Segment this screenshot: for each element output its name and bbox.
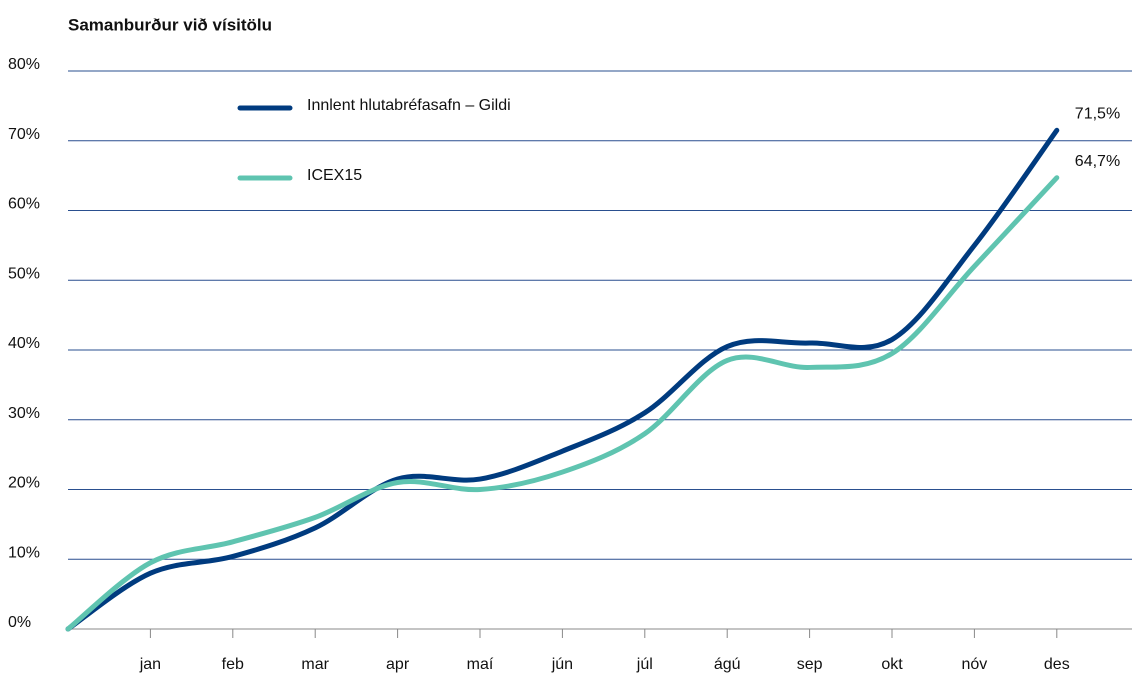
x-tick-label: des	[1044, 656, 1070, 673]
x-tick-label: mar	[301, 656, 329, 673]
y-tick-label: 60%	[8, 196, 40, 213]
x-tick-label: feb	[222, 656, 244, 673]
y-tick-label: 50%	[8, 265, 40, 282]
x-tick-label: nóv	[962, 656, 988, 673]
y-tick-label: 70%	[8, 126, 40, 143]
y-tick-label: 80%	[8, 56, 40, 73]
x-tick-label: ágú	[714, 656, 741, 673]
chart-title: Samanburður við vísitölu	[68, 15, 272, 34]
x-tick-label: okt	[881, 656, 903, 673]
x-tick-label: júl	[636, 656, 653, 673]
y-tick-label: 40%	[8, 335, 40, 352]
legend-label: ICEX15	[307, 167, 362, 184]
x-tick-label: sep	[797, 656, 823, 673]
data-label: 71,5%	[1075, 106, 1120, 123]
y-tick-label: 0%	[8, 614, 31, 631]
y-tick-label: 10%	[8, 544, 40, 561]
x-tick-label: apr	[386, 656, 410, 673]
line-series	[65, 175, 1060, 632]
x-tick-label: maí	[467, 656, 494, 673]
line-series	[65, 127, 1060, 632]
x-tick-label: jan	[139, 656, 161, 673]
legend-label: Innlent hlutabréfasafn – Gildi	[307, 97, 511, 114]
data-label: 64,7%	[1075, 153, 1120, 170]
y-tick-label: 30%	[8, 405, 40, 422]
x-tick-label: jún	[551, 656, 573, 673]
y-tick-label: 20%	[8, 475, 40, 492]
